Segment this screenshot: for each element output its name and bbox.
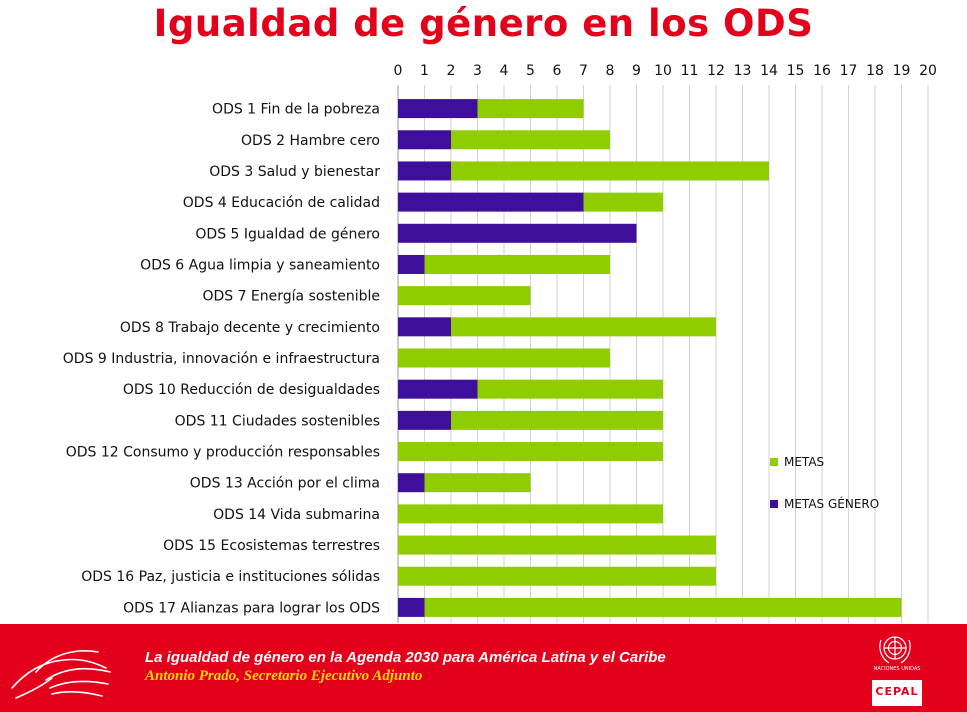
bar-metas-genero: [398, 317, 451, 336]
x-tick-label: 5: [526, 63, 535, 79]
category-label: ODS 14 Vida submarina: [213, 507, 380, 523]
un-emblem-icon: [875, 630, 915, 668]
footer-author: Antonio Prado, Secretario Ejecutivo Adju…: [145, 668, 422, 685]
bar-metas-genero: [398, 224, 637, 243]
category-label: ODS 7 Energía sostenible: [202, 289, 380, 305]
bar-metas: [398, 567, 716, 586]
bar-metas: [451, 411, 663, 430]
x-tick-label: 0: [394, 63, 403, 79]
bar-metas: [425, 473, 531, 492]
x-tick-label: 13: [734, 63, 752, 79]
x-tick-label: 10: [654, 63, 672, 79]
x-tick-label: 9: [632, 63, 641, 79]
category-label: ODS 2 Hambre cero: [241, 133, 380, 149]
bar-metas: [398, 442, 663, 461]
legend-swatch: [770, 458, 778, 466]
category-label: ODS 17 Alianzas para lograr los ODS: [123, 600, 380, 616]
bar-metas-genero: [398, 380, 478, 399]
x-tick-label: 16: [813, 63, 831, 79]
x-tick-label: 11: [681, 63, 699, 79]
legend-label: METAS GÉNERO: [784, 496, 879, 511]
x-tick-label: 7: [579, 63, 588, 79]
x-tick-label: 14: [760, 63, 778, 79]
category-label: ODS 4 Educación de calidad: [183, 195, 380, 211]
category-label: ODS 1 Fin de la pobreza: [212, 102, 380, 118]
cepal-logo: CEPAL: [872, 680, 922, 706]
category-label: ODS 10 Reducción de desigualdades: [123, 382, 380, 398]
bar-metas: [425, 255, 611, 274]
category-label: ODS 16 Paz, justicia e instituciones sól…: [81, 569, 380, 585]
bar-metas: [451, 130, 610, 149]
bar-metas-genero: [398, 473, 425, 492]
bar-metas-genero: [398, 598, 425, 617]
x-tick-label: 4: [500, 63, 509, 79]
bar-metas: [584, 193, 664, 212]
hand-logo-icon: [6, 632, 126, 704]
category-label: ODS 11 Ciudades sostenibles: [175, 413, 380, 429]
bar-metas: [451, 161, 769, 180]
bars: [398, 99, 902, 617]
bar-metas: [451, 317, 716, 336]
footer-banner: La igualdad de género en la Agenda 2030 …: [0, 624, 967, 712]
category-label: ODS 3 Salud y bienestar: [209, 164, 380, 180]
x-tick-label: 1: [420, 63, 429, 79]
legend: METAS METAS GÉNERO: [770, 455, 879, 511]
x-tick-label: 19: [893, 63, 911, 79]
bar-metas-genero: [398, 255, 425, 274]
category-label: ODS 5 Igualdad de género: [195, 226, 380, 242]
x-tick-label: 17: [840, 63, 858, 79]
bar-metas-genero: [398, 130, 451, 149]
bar-metas-genero: [398, 193, 584, 212]
x-tick-label: 6: [553, 63, 562, 79]
bar-metas: [398, 286, 531, 305]
x-axis-ticks: 0 1 2 3 4 5 6 7 8 9 10 11 12 13 14 15 16 17 18 19 20: [394, 63, 937, 79]
category-label: ODS 13 Acción por el clima: [190, 476, 380, 492]
x-tick-label: 15: [787, 63, 805, 79]
footer-subtitle: La igualdad de género en la Agenda 2030 …: [145, 649, 666, 666]
x-tick-label: 18: [866, 63, 884, 79]
x-tick-label: 8: [606, 63, 615, 79]
category-label: ODS 15 Ecosistemas terrestres: [163, 538, 380, 554]
x-tick-label: 3: [473, 63, 482, 79]
bar-metas-genero: [398, 161, 451, 180]
un-label: NACIONES UNIDAS: [866, 666, 928, 672]
legend-swatch: [770, 500, 778, 508]
bar-metas: [478, 380, 664, 399]
bar-metas: [398, 536, 716, 555]
legend-label: METAS: [784, 455, 824, 469]
cepal-logo-text: CEPAL: [872, 685, 922, 698]
category-label: ODS 12 Consumo y producción responsables: [66, 445, 380, 461]
x-tick-label: 20: [919, 63, 937, 79]
stacked-bar-chart: 0 1 2 3 4 5 6 7 8 9 10 11 12 13 14 15 16 17 18 19 20 ODS 1 F…: [0, 0, 967, 624]
category-labels: ODS 1 Fin de la pobreza ODS 2 Hambre cero…: [63, 102, 380, 617]
bar-metas: [398, 349, 610, 368]
category-label: ODS 8 Trabajo decente y crecimiento: [120, 320, 380, 336]
x-tick-label: 12: [707, 63, 725, 79]
bar-metas-genero: [398, 99, 478, 118]
bar-metas: [425, 598, 902, 617]
bar-metas-genero: [398, 411, 451, 430]
x-tick-label: 2: [447, 63, 456, 79]
category-label: ODS 9 Industria, innovación e infraestru…: [63, 351, 380, 367]
bar-metas: [478, 99, 584, 118]
category-label: ODS 6 Agua limpia y saneamiento: [140, 257, 380, 273]
bar-metas: [398, 504, 663, 523]
